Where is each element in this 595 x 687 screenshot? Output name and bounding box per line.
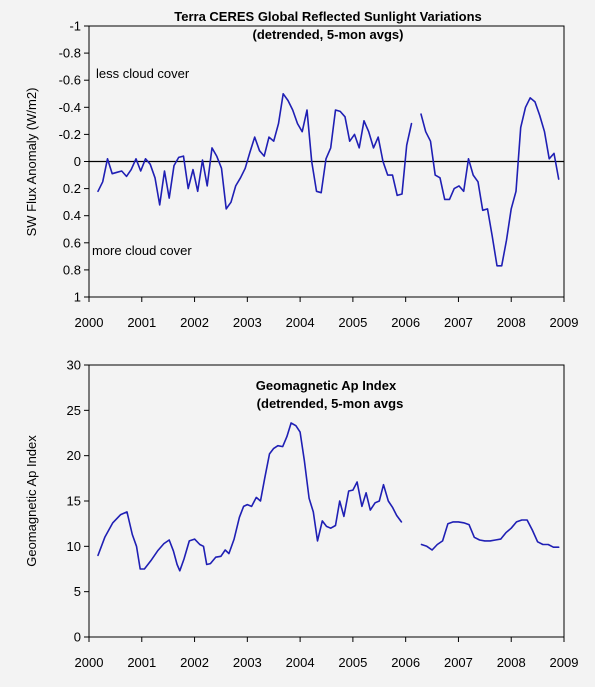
- x-tick-label: 2007: [444, 315, 473, 330]
- y-tick-label: 0.2: [63, 181, 81, 196]
- y-tick-label: 0.4: [63, 208, 81, 223]
- chart-subtitle: (detrended, 5-mon avgs: [257, 396, 404, 411]
- y-tick-label: -0.4: [59, 100, 81, 115]
- chart-title: Geomagnetic Ap Index: [256, 378, 397, 393]
- y-axis-label: SW Flux Anomaly (W/m2): [24, 88, 39, 237]
- chart-title: Terra CERES Global Reflected Sunlight Va…: [174, 9, 482, 24]
- y-tick-label: 0: [74, 630, 81, 645]
- y-tick-label: 1: [74, 290, 81, 305]
- geomagnetic-ap-chart: Geomagnetic Ap Index (detrended, 5-mon a…: [24, 358, 578, 671]
- y-tick-label: -1: [69, 19, 81, 34]
- annotation-more-cloud-cover: more cloud cover: [92, 243, 192, 258]
- annotation-less-cloud-cover: less cloud cover: [96, 66, 190, 81]
- x-tick-label: 2004: [286, 315, 315, 330]
- x-tick-label: 2005: [338, 315, 367, 330]
- y-tick-label: 0.8: [63, 262, 81, 277]
- y-tick-label: 0: [74, 154, 81, 169]
- series-line-segment-2: [420, 97, 560, 267]
- x-tick-label: 2009: [550, 315, 579, 330]
- y-tick-label: 30: [67, 358, 81, 373]
- x-tick-label: 2002: [180, 655, 209, 670]
- y-tick-label: -0.2: [59, 127, 81, 142]
- y-tick-label: 20: [67, 448, 81, 463]
- x-tick-label: 2004: [286, 655, 315, 670]
- series-line-segment-2: [420, 519, 560, 551]
- x-tick-label: 2008: [497, 655, 526, 670]
- sw-flux-chart: Terra CERES Global Reflected Sunlight Va…: [24, 9, 578, 330]
- y-tick-label: -0.8: [59, 46, 81, 61]
- x-tick-label: 2006: [391, 315, 420, 330]
- x-tick-label: 2003: [233, 655, 262, 670]
- series-line-segment-1: [97, 422, 403, 572]
- x-tick-label: 2008: [497, 315, 526, 330]
- series-line-segment-1: [97, 93, 413, 210]
- x-tick-label: 2005: [338, 655, 367, 670]
- x-tick-label: 2003: [233, 315, 262, 330]
- x-tick-label: 2001: [127, 655, 156, 670]
- chart-subtitle: (detrended, 5-mon avgs): [253, 27, 404, 42]
- x-tick-label: 2000: [75, 655, 104, 670]
- y-tick-label: 25: [67, 403, 81, 418]
- y-tick-label: 10: [67, 539, 81, 554]
- x-tick-label: 2009: [550, 655, 579, 670]
- y-tick-label: 0.6: [63, 235, 81, 250]
- x-tick-label: 2007: [444, 655, 473, 670]
- x-tick-label: 2006: [391, 655, 420, 670]
- x-tick-label: 2001: [127, 315, 156, 330]
- x-tick-label: 2002: [180, 315, 209, 330]
- y-tick-label: 15: [67, 494, 81, 509]
- y-axis-label: Geomagnetic Ap Index: [24, 435, 39, 567]
- x-tick-label: 2000: [75, 315, 104, 330]
- y-tick-label: -0.6: [59, 73, 81, 88]
- y-tick-label: 5: [74, 584, 81, 599]
